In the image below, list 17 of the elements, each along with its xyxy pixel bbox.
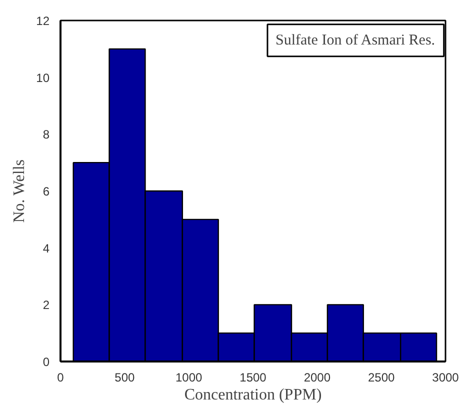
x-tick-label: 2000 — [304, 370, 331, 384]
y-tick-label: 2 — [42, 298, 50, 312]
y-tick-label: 0 — [42, 355, 50, 369]
x-tick-label: 2500 — [368, 370, 396, 384]
y-tick-label: 6 — [42, 184, 50, 198]
x-tick-label: 500 — [114, 370, 136, 384]
y-axis-title: No. Wells — [11, 159, 28, 223]
y-tick-label: 8 — [42, 128, 50, 142]
x-tick-label: 3000 — [432, 370, 460, 384]
y-tick-label: 4 — [42, 241, 50, 256]
x-tick-label: 0 — [57, 370, 64, 384]
text: Sulfate Ion of Asmari Res. — [275, 32, 436, 48]
x-tick-label: 1500 — [240, 370, 267, 384]
y-tick-label: 10 — [36, 70, 50, 85]
x-axis-title: Concentration (PPM) — [184, 386, 322, 404]
x-tick-label: 1000 — [175, 370, 203, 384]
y-tick-label: 12 — [36, 14, 50, 28]
